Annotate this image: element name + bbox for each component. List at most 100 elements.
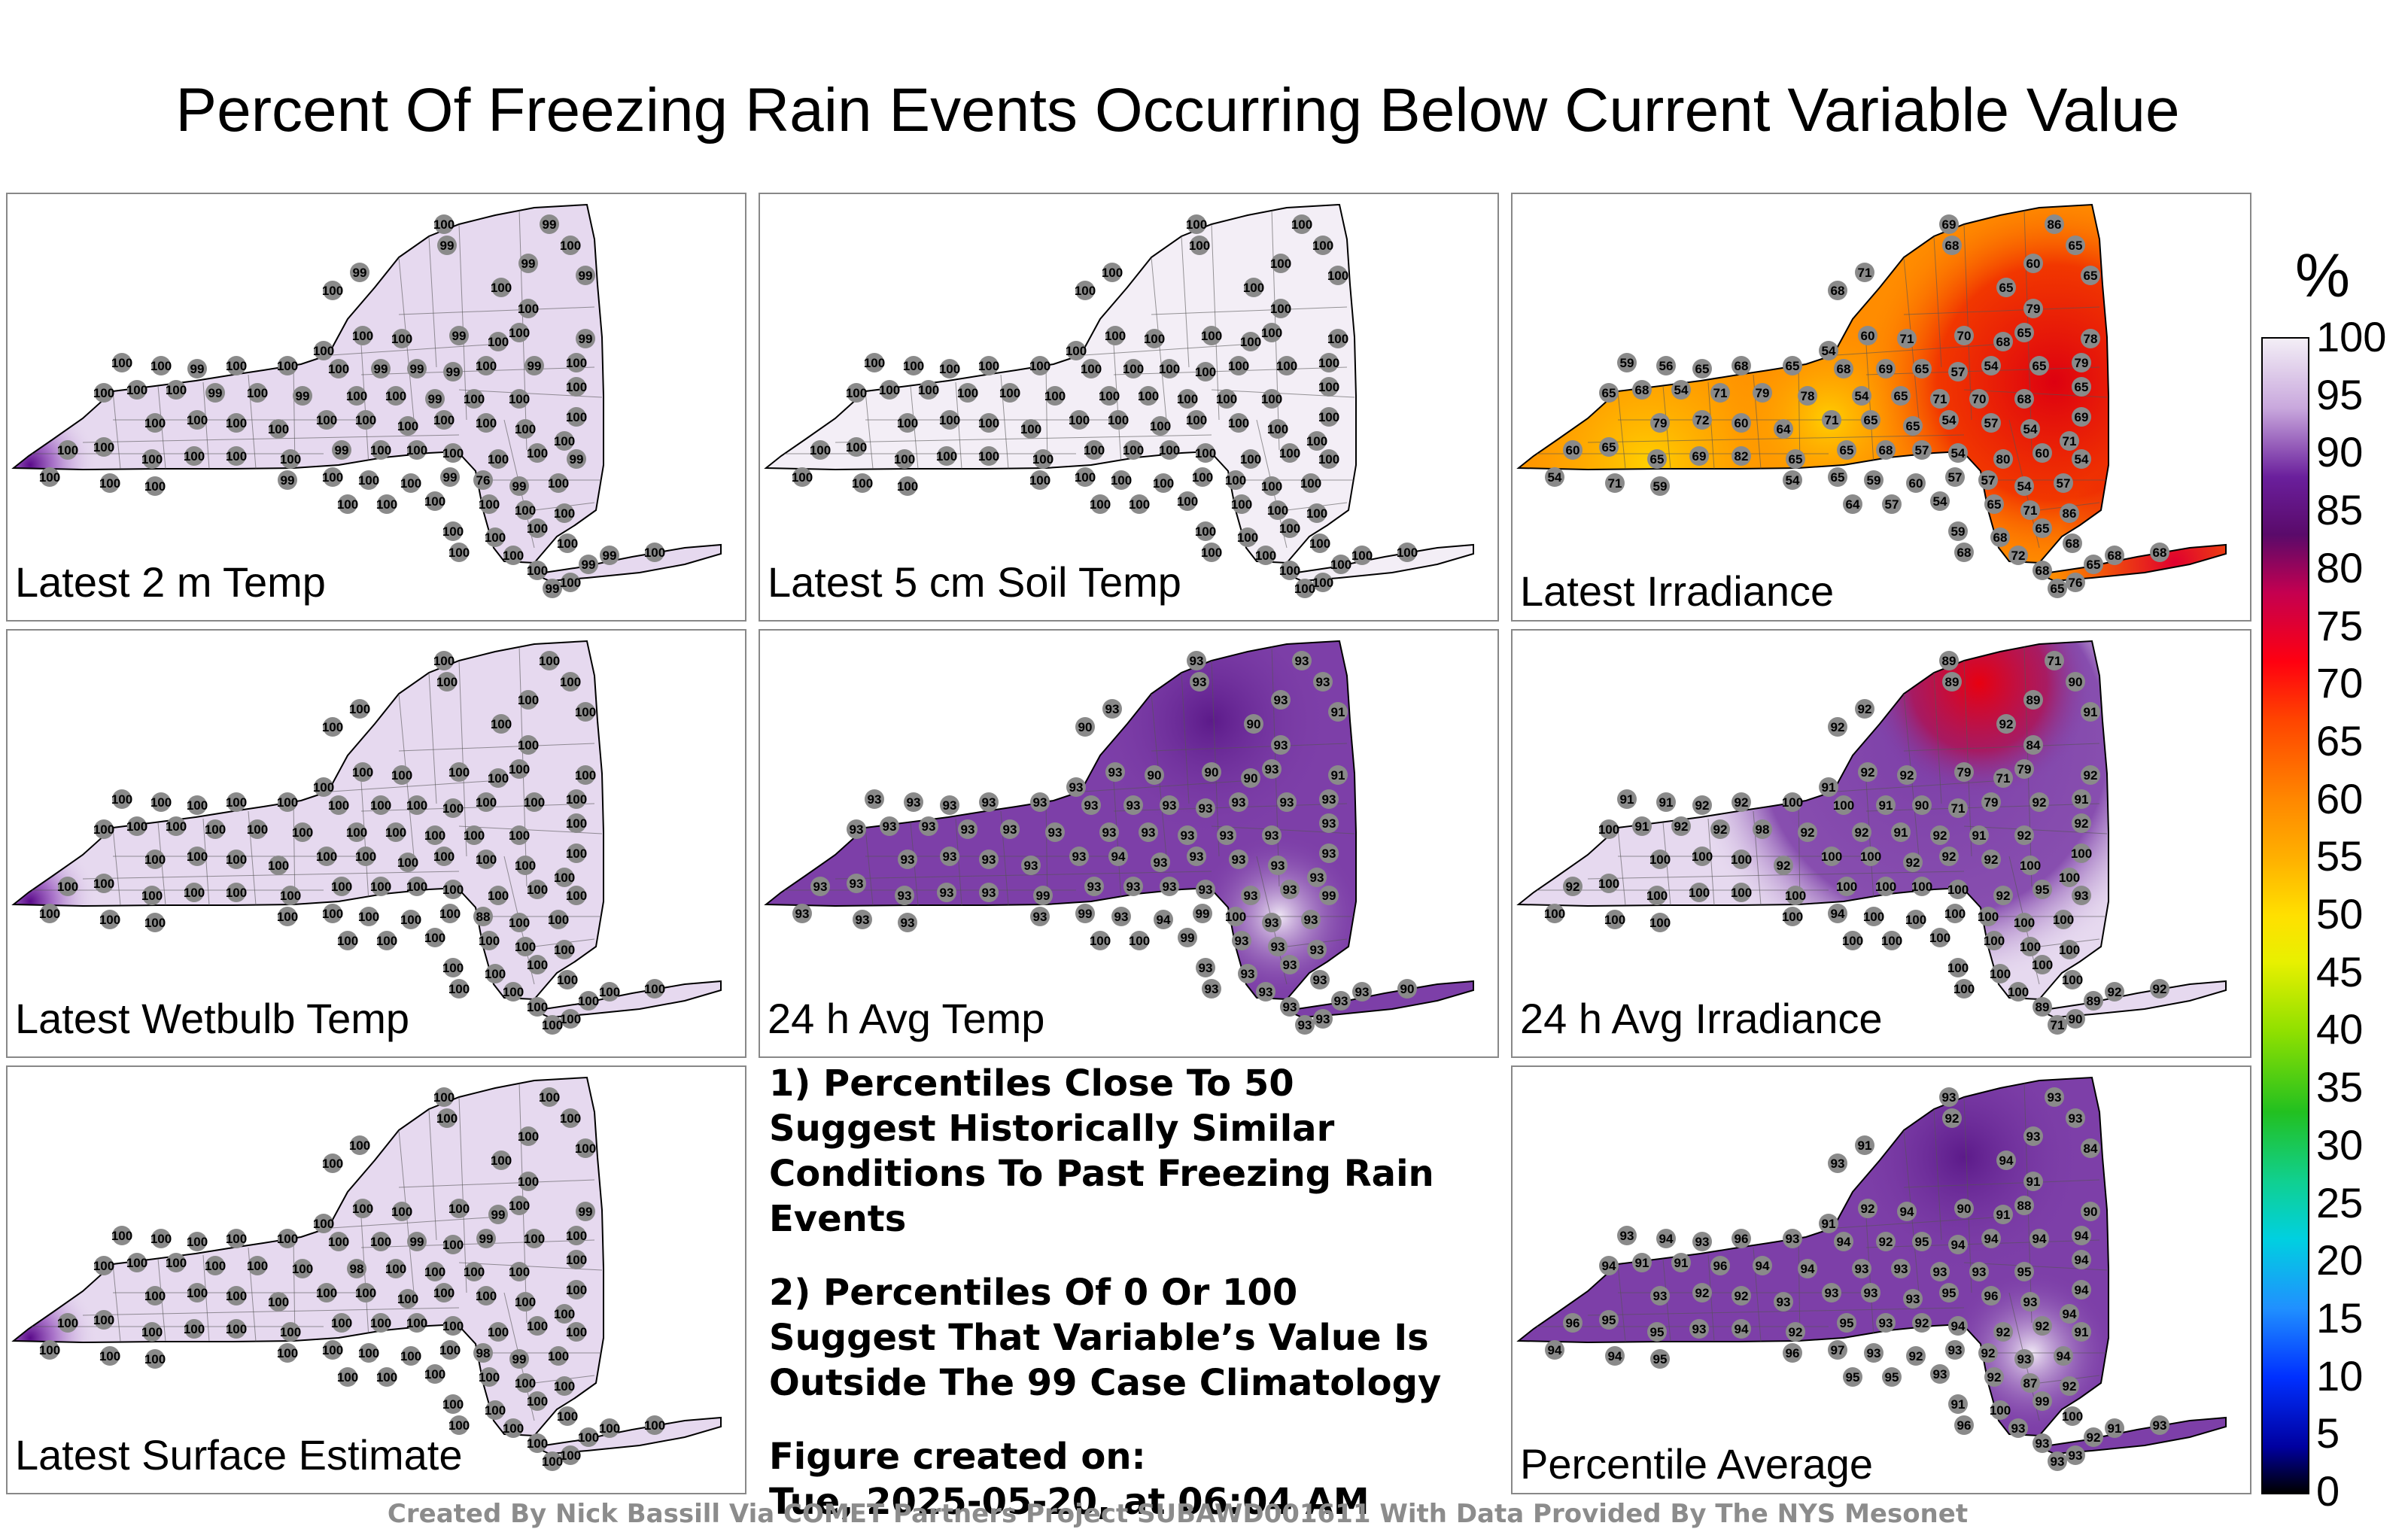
station-marker: 93 <box>1123 795 1143 815</box>
station-marker: 70 <box>1969 389 1989 409</box>
station-marker: 100 <box>433 410 455 430</box>
svg-text:100: 100 <box>464 1265 485 1279</box>
station-marker: 65 <box>1837 440 1856 460</box>
svg-text:57: 57 <box>1885 497 1899 512</box>
svg-text:100: 100 <box>1144 332 1165 346</box>
svg-text:100: 100 <box>1330 558 1351 572</box>
station-marker: 100 <box>322 467 343 487</box>
station-marker: 92 <box>1852 822 1871 842</box>
svg-text:100: 100 <box>1306 434 1327 448</box>
svg-text:100: 100 <box>144 416 166 430</box>
svg-text:100: 100 <box>150 795 172 810</box>
station-marker: 100 <box>226 1229 247 1248</box>
station-marker: 100 <box>150 792 172 812</box>
station-marker: 100 <box>328 795 349 815</box>
svg-text:100: 100 <box>897 479 918 494</box>
station-marker: 68 <box>1954 543 1974 562</box>
station-marker: 100 <box>1267 419 1288 439</box>
svg-text:100: 100 <box>464 828 485 843</box>
svg-text:95: 95 <box>1650 1325 1665 1339</box>
station-marker: 100 <box>1785 886 1806 905</box>
svg-text:71: 71 <box>1825 413 1839 427</box>
station-marker: 93 <box>2033 1433 2052 1453</box>
svg-text:100: 100 <box>479 1370 500 1385</box>
station-marker: 95 <box>1939 1283 1959 1302</box>
svg-text:100: 100 <box>328 362 349 376</box>
svg-text:95: 95 <box>1915 1235 1929 1249</box>
station-marker: 100 <box>1330 555 1351 574</box>
svg-text:98: 98 <box>476 1346 491 1360</box>
station-marker: 100 <box>1225 907 1246 926</box>
svg-text:93: 93 <box>2051 1454 2065 1469</box>
station-marker: 100 <box>1306 431 1327 451</box>
svg-text:100: 100 <box>1195 524 1216 539</box>
station-marker: 100 <box>518 1172 539 1191</box>
svg-text:71: 71 <box>2051 1018 2065 1032</box>
svg-text:100: 100 <box>1261 392 1282 406</box>
station-marker: 57 <box>1912 440 1932 460</box>
svg-text:100: 100 <box>1300 476 1321 491</box>
svg-text:99: 99 <box>582 558 596 572</box>
svg-text:94: 94 <box>2057 1349 2071 1363</box>
svg-text:100: 100 <box>141 889 163 903</box>
svg-text:100: 100 <box>1351 549 1373 563</box>
svg-text:93: 93 <box>1316 675 1330 689</box>
station-marker: 100 <box>1216 389 1237 409</box>
svg-text:100: 100 <box>575 768 596 783</box>
svg-text:100: 100 <box>2062 973 2083 987</box>
svg-text:94: 94 <box>1837 1235 1851 1249</box>
station-marker: 100 <box>436 1108 458 1128</box>
svg-text:100: 100 <box>424 828 445 843</box>
station-marker: 100 <box>978 413 999 433</box>
station-marker: 100 <box>515 856 536 875</box>
station-marker: 93 <box>979 792 999 812</box>
station-marker: 100 <box>2053 910 2074 929</box>
svg-text:100: 100 <box>1860 850 1881 864</box>
station-marker: 100 <box>1731 883 1752 902</box>
svg-text:65: 65 <box>2069 239 2083 253</box>
svg-text:54: 54 <box>1951 446 1966 460</box>
svg-text:92: 92 <box>1933 828 1947 843</box>
svg-text:93: 93 <box>1102 825 1117 840</box>
station-marker: 93 <box>847 819 866 839</box>
svg-text:65: 65 <box>1602 386 1616 400</box>
station-marker: 79 <box>1753 383 1772 403</box>
svg-text:94: 94 <box>1951 1238 1966 1252</box>
svg-text:91: 91 <box>2075 792 2089 807</box>
svg-text:84: 84 <box>2084 1141 2098 1156</box>
svg-text:100: 100 <box>1270 257 1291 271</box>
station-marker: 71 <box>1948 798 1968 818</box>
svg-text:65: 65 <box>2075 380 2089 394</box>
svg-text:71: 71 <box>2048 654 2062 668</box>
station-marker: 100 <box>978 356 999 375</box>
station-marker: 99 <box>518 254 538 273</box>
svg-text:100: 100 <box>247 822 268 837</box>
station-marker: 100 <box>1544 904 1565 923</box>
station-marker: 93 <box>1319 843 1339 863</box>
svg-text:79: 79 <box>1756 386 1770 400</box>
station-marker: 100 <box>1309 533 1330 553</box>
svg-text:90: 90 <box>1400 982 1415 996</box>
svg-text:100: 100 <box>424 494 445 509</box>
svg-text:100: 100 <box>322 284 343 298</box>
svg-text:100: 100 <box>1646 889 1668 903</box>
station-marker: 100 <box>442 1235 464 1254</box>
station-marker: 60 <box>2033 443 2052 463</box>
svg-text:100: 100 <box>1978 910 1999 924</box>
svg-text:59: 59 <box>1951 524 1966 539</box>
station-marker: 100 <box>337 1367 358 1387</box>
station-marker: 100 <box>509 825 530 845</box>
svg-text:93: 93 <box>1084 798 1099 813</box>
svg-text:100: 100 <box>566 1253 587 1267</box>
svg-text:69: 69 <box>1692 449 1707 464</box>
svg-text:94: 94 <box>1111 850 1126 864</box>
station-marker: 100 <box>352 1199 373 1218</box>
svg-text:100: 100 <box>39 907 60 921</box>
station-marker: 100 <box>99 910 120 929</box>
svg-text:93: 93 <box>1265 916 1279 930</box>
svg-text:100: 100 <box>397 856 418 870</box>
svg-text:100: 100 <box>488 1325 509 1339</box>
station-marker: 57 <box>1882 494 1902 514</box>
svg-text:72: 72 <box>2011 549 2026 563</box>
station-marker: 92 <box>1903 853 1923 872</box>
